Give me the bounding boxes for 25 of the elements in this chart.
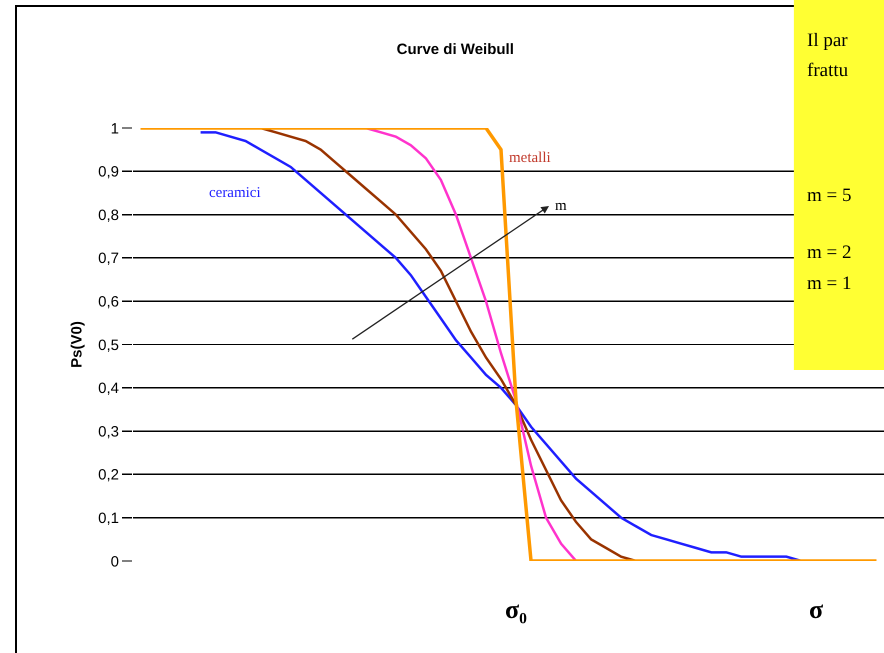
text: frattu [807,60,849,81]
line-series [199,131,803,561]
y-tick-label: 0,6 [98,293,119,310]
series-label: metalli [509,150,551,166]
y-tick-label: 0,2 [98,466,119,484]
y-tick-label: 0,9 [98,164,119,181]
y-tick-label: 0,3 [98,423,119,440]
annotation: m = 2 [807,242,852,263]
y-tick-label: 1 [110,120,119,138]
y-tick-label: 0,7 [98,250,119,268]
y-tick-label: 0,1 [98,510,119,527]
annotation: m [555,198,567,214]
y-tick-label: 0,5 [98,336,119,354]
line-series [138,128,878,561]
text: Il par [807,30,848,51]
chart-title: Curve di Weibull [396,41,514,58]
x-axis-title: σ [809,595,824,624]
y-axis-title: Ps(V0) [68,321,86,368]
y-tick-label: 0,8 [98,206,119,224]
y-tick-label: 0 [110,553,119,570]
text: ceramici [209,185,261,201]
annotation: m = 5 [807,185,852,206]
y-tick-label: 0,4 [98,380,119,398]
annotation: m = 1 [807,273,852,294]
text: σ₀ [505,595,528,624]
